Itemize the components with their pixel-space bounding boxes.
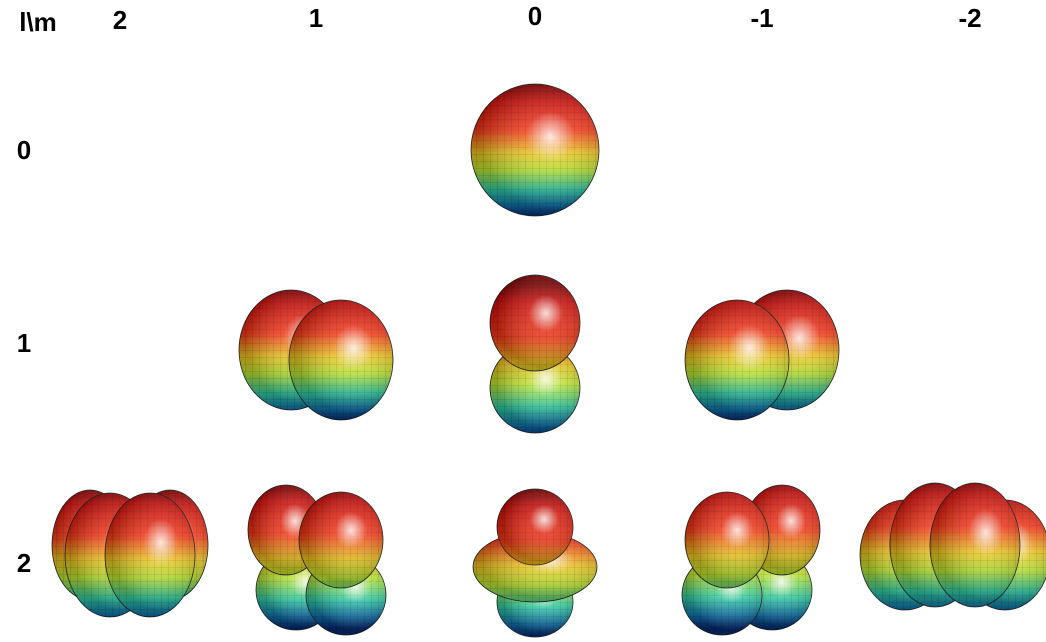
lobe-shading xyxy=(497,489,573,565)
column-label: -2 xyxy=(958,3,981,33)
row-label: 0 xyxy=(17,135,31,165)
column-label: 0 xyxy=(528,1,542,31)
harmonic-shapes xyxy=(52,84,1046,637)
corner-label: l\m xyxy=(19,7,57,37)
harmonic-shape xyxy=(471,84,599,216)
harmonic-shape xyxy=(248,485,386,635)
harmonics-figure: l\m 2 1 0 -1 -2 0 1 2 xyxy=(0,0,1046,642)
harmonic-shape xyxy=(685,290,839,420)
column-label: 2 xyxy=(113,5,127,35)
lobe-shading xyxy=(471,84,599,216)
harmonic-shape xyxy=(490,275,580,433)
harmonic-shape xyxy=(52,490,208,617)
row-label: 1 xyxy=(17,328,31,358)
harmonic-shape xyxy=(473,489,597,637)
lobe-shading xyxy=(289,300,393,420)
column-label: -1 xyxy=(750,3,773,33)
lobe-shading xyxy=(685,492,769,588)
lobe-shading xyxy=(490,275,580,371)
harmonic-shape xyxy=(860,483,1046,610)
row-label: 2 xyxy=(17,548,31,578)
harmonic-shape xyxy=(682,485,820,635)
lobe-shading xyxy=(299,492,383,588)
harmonic-shape xyxy=(239,290,393,420)
lobe-shading xyxy=(105,493,195,617)
lobe-shading xyxy=(685,300,789,420)
lobe-shading xyxy=(930,483,1020,607)
column-label: 1 xyxy=(309,3,323,33)
